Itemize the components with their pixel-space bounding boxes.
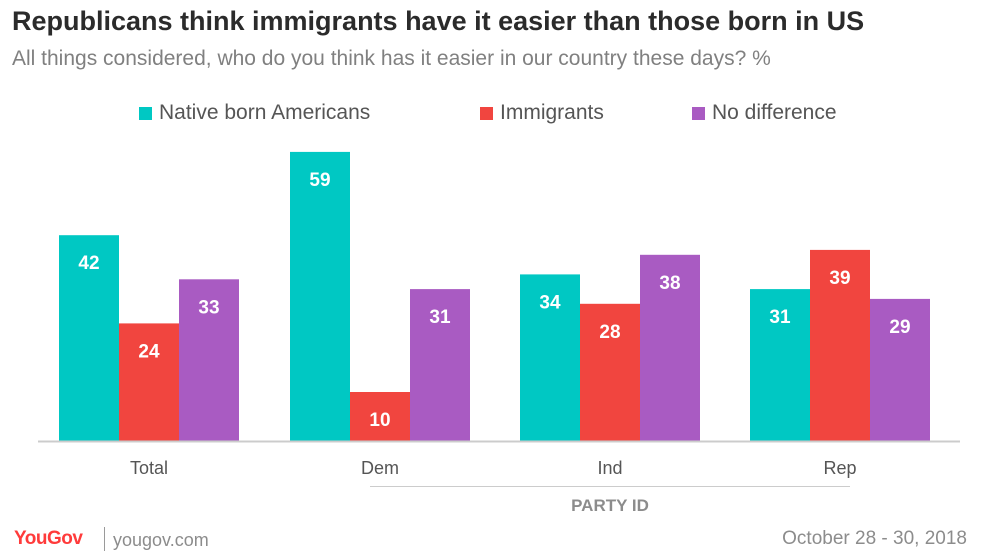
bar-value-label: 38	[659, 273, 680, 294]
legend-item-native-born: Native born Americans	[139, 101, 370, 125]
x-tick-label: Ind	[597, 458, 622, 478]
legend: Native born Americans Immigrants No diff…	[0, 101, 981, 129]
bar	[520, 274, 580, 441]
bar	[640, 254, 700, 441]
bar	[810, 249, 870, 441]
bar-value-label: 42	[78, 253, 99, 274]
bar-value-label: 39	[829, 268, 850, 289]
bar-value-label: 29	[889, 317, 910, 338]
x-tick-label: Rep	[823, 458, 856, 478]
bar-value-label: 34	[539, 292, 561, 313]
bar	[119, 323, 179, 441]
bar	[290, 151, 350, 441]
legend-label-immigrants: Immigrants	[500, 101, 604, 124]
legend-swatch-native-born	[139, 106, 152, 120]
bar-value-label: 31	[429, 307, 451, 328]
legend-label-no-difference: No difference	[712, 101, 837, 124]
legend-label-native-born: Native born Americans	[159, 101, 371, 124]
bar	[179, 279, 239, 441]
party-id-group-label: PARTY ID	[571, 496, 649, 515]
bar	[59, 235, 119, 441]
bar	[410, 289, 470, 441]
footer-url: yougov.com	[113, 530, 209, 550]
bar	[580, 303, 640, 441]
survey-date: October 28 - 30, 2018	[782, 528, 967, 549]
x-tick-label: Dem	[361, 458, 399, 478]
bar	[350, 392, 410, 441]
bar-value-label: 33	[198, 297, 219, 318]
footer-divider	[104, 527, 105, 551]
chart-title: Republicans think immigrants have it eas…	[12, 6, 865, 36]
x-tick-label: Total	[130, 458, 168, 478]
legend-item-immigrants: Immigrants	[480, 101, 604, 125]
chart-subtitle: All things considered, who do you think …	[12, 47, 771, 70]
legend-swatch-immigrants	[480, 106, 493, 120]
bar-value-label: 24	[138, 341, 160, 362]
bar-value-label: 31	[769, 307, 791, 328]
legend-item-no-difference: No difference	[692, 101, 837, 125]
bar-value-label: 10	[369, 410, 390, 431]
yougov-logo: YouGov	[14, 528, 83, 549]
bar	[870, 298, 930, 441]
legend-swatch-no-difference	[692, 106, 705, 120]
bar-value-label: 28	[599, 322, 620, 343]
bar-value-label: 59	[309, 170, 330, 191]
bar	[750, 289, 810, 441]
